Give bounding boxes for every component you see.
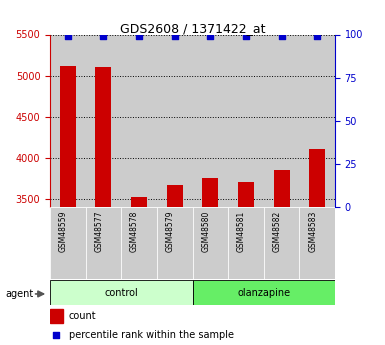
Bar <box>202 178 218 207</box>
Bar <box>50 34 85 207</box>
Text: GSM48559: GSM48559 <box>59 210 68 252</box>
Text: GSM48578: GSM48578 <box>130 210 139 252</box>
Text: GDS2608 / 1371422_at: GDS2608 / 1371422_at <box>120 22 265 36</box>
Bar <box>309 149 325 207</box>
Bar <box>167 185 183 207</box>
Bar <box>300 207 335 279</box>
Bar <box>192 34 228 207</box>
Point <box>207 33 213 39</box>
Text: count: count <box>69 311 96 321</box>
Point <box>278 33 285 39</box>
Bar <box>95 67 112 207</box>
Point <box>100 33 107 39</box>
Text: GSM48579: GSM48579 <box>166 210 175 252</box>
Text: agent: agent <box>6 289 34 299</box>
Bar <box>192 280 335 305</box>
Text: GSM48582: GSM48582 <box>273 210 281 252</box>
Bar <box>157 207 192 279</box>
Text: GSM48581: GSM48581 <box>237 210 246 252</box>
Point <box>65 33 71 39</box>
Bar <box>192 207 228 279</box>
Bar <box>157 34 192 207</box>
Bar <box>121 34 157 207</box>
Text: percentile rank within the sample: percentile rank within the sample <box>69 331 234 340</box>
Bar <box>131 197 147 207</box>
Point <box>243 33 249 39</box>
Point <box>136 33 142 39</box>
Bar <box>238 183 254 207</box>
Bar <box>121 207 157 279</box>
Bar <box>264 34 300 207</box>
Bar <box>50 309 63 323</box>
Bar <box>50 280 192 305</box>
Bar <box>228 34 264 207</box>
Bar <box>264 207 300 279</box>
Point <box>53 333 59 338</box>
Bar <box>228 207 264 279</box>
Bar <box>85 207 121 279</box>
Bar <box>300 34 335 207</box>
Text: GSM48580: GSM48580 <box>201 210 210 252</box>
Text: GSM48583: GSM48583 <box>308 210 317 252</box>
Bar <box>273 170 290 207</box>
Bar <box>60 66 76 207</box>
Point <box>172 33 178 39</box>
Point <box>314 33 320 39</box>
Text: olanzapine: olanzapine <box>237 288 290 298</box>
Text: control: control <box>104 288 138 298</box>
Bar <box>50 207 85 279</box>
Bar <box>85 34 121 207</box>
Text: GSM48577: GSM48577 <box>94 210 104 252</box>
